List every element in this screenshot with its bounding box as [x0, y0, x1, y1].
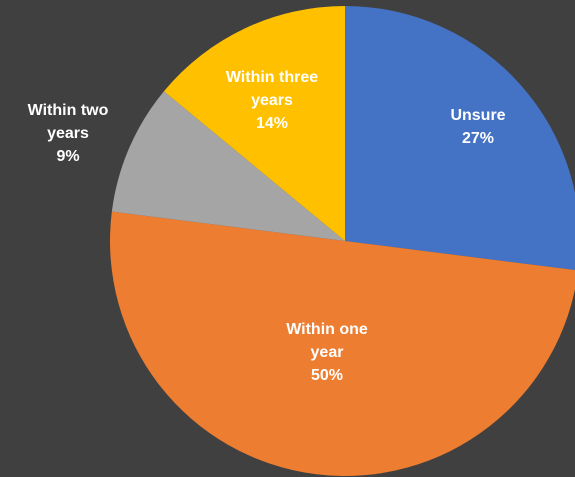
- slice-label-unsure: Unsure 27%: [450, 107, 505, 147]
- slice-category-label: Unsure: [450, 107, 505, 124]
- slice-category-label: years: [251, 92, 293, 109]
- slice-label-within-one-year: Within one year 50%: [286, 321, 368, 384]
- slice-category-label: Within three: [226, 69, 318, 86]
- slice-category-label: Within one: [286, 321, 368, 338]
- slice-label-within-two-years: Within two years 9%: [28, 102, 109, 165]
- slice-category-label: years: [47, 125, 89, 142]
- slice-value-label: 14%: [256, 115, 288, 132]
- slice-value-label: 9%: [56, 148, 79, 165]
- pie-slice-within-two-years: [111, 91, 345, 242]
- pie-slice-unsure: [345, 6, 575, 271]
- slice-category-label: year: [311, 344, 344, 361]
- slice-value-label: 27%: [462, 130, 494, 147]
- slice-label-within-three-years: Within three years 14%: [226, 69, 318, 132]
- pie-slice-within-three-years: [163, 6, 345, 241]
- slice-value-label: 50%: [311, 367, 343, 384]
- pie-slice-within-one-year: [110, 211, 575, 476]
- slice-category-label: Within two: [28, 102, 109, 119]
